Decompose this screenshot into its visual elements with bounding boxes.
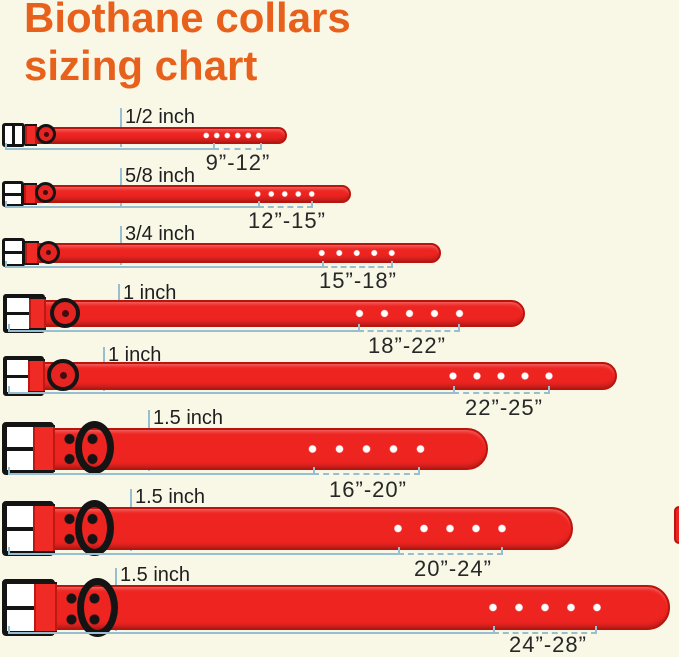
d-ring-icon: [75, 421, 114, 474]
strap-fold: [33, 504, 55, 553]
width-label: 5/8 inch: [125, 165, 196, 187]
length-bracket-solid: [5, 201, 258, 208]
buckle-frame-icon: [2, 123, 25, 147]
adjustment-holes: [441, 362, 561, 390]
length-bracket-solid: [5, 143, 213, 150]
width-label: 3/4 inch: [125, 223, 196, 245]
length-bracket-solid: [8, 324, 358, 332]
o-ring-icon: [47, 359, 79, 391]
length-bracket-solid: [5, 261, 322, 268]
length-range-label: 16”-20”: [329, 477, 407, 502]
buckle-frame-icon: [2, 181, 24, 207]
strap-fold: [29, 297, 46, 330]
o-ring-icon: [35, 182, 56, 203]
strap-fold: [33, 425, 55, 472]
buckle-frame-icon: [2, 238, 25, 267]
o-ring-icon: [36, 124, 56, 144]
length-range-label: 9”-12”: [205, 150, 271, 175]
length-range-label: 20”-24”: [414, 556, 492, 581]
width-label: 1/2 inch: [125, 106, 196, 128]
page-title: Biothane collars sizing chart: [24, 0, 351, 90]
adjustment-holes: [201, 127, 264, 144]
adjustment-holes: [385, 507, 515, 550]
length-bracket-solid: [8, 547, 398, 555]
length-bracket-dashed: [358, 324, 460, 332]
page-title-line-2: sizing chart: [24, 42, 258, 89]
length-range-label: 18”-22”: [368, 333, 446, 358]
o-ring-icon: [50, 298, 80, 328]
length-range-label: 15”-18”: [319, 268, 397, 293]
length-range-label: 24”-28”: [509, 632, 587, 657]
adjustment-holes: [299, 428, 434, 470]
length-range-label: 12”-15”: [248, 208, 326, 233]
length-bracket-dashed: [258, 201, 313, 208]
strap-fold: [25, 124, 37, 146]
width-label: 1 inch: [123, 282, 177, 304]
strap-fold: [25, 241, 39, 265]
length-bracket-dashed: [398, 547, 503, 555]
length-bracket-dashed: [213, 143, 262, 150]
page-title-line-1: Biothane collars: [24, 0, 351, 41]
length-bracket-solid: [8, 467, 313, 475]
width-label: 1.5 inch: [120, 564, 191, 586]
width-label: 1.5 inch: [135, 486, 206, 508]
cropped-collar-tip: [674, 506, 679, 544]
strap-fold: [24, 183, 37, 205]
length-bracket-solid: [8, 386, 453, 394]
length-bracket-dashed: [313, 467, 420, 475]
adjustment-holes: [480, 585, 610, 630]
adjustment-holes: [347, 300, 472, 327]
width-label: 1.5 inch: [153, 407, 224, 429]
adjustment-holes: [313, 243, 401, 263]
length-bracket-dashed: [493, 626, 597, 634]
length-bracket-solid: [8, 626, 493, 634]
length-bracket-dashed: [322, 261, 393, 268]
length-bracket-dashed: [453, 386, 550, 394]
o-ring-icon: [37, 241, 60, 264]
width-label: 1 inch: [108, 344, 162, 366]
d-ring-icon: [75, 500, 114, 556]
adjustment-holes: [251, 185, 319, 203]
length-range-label: 22”-25”: [465, 395, 543, 420]
